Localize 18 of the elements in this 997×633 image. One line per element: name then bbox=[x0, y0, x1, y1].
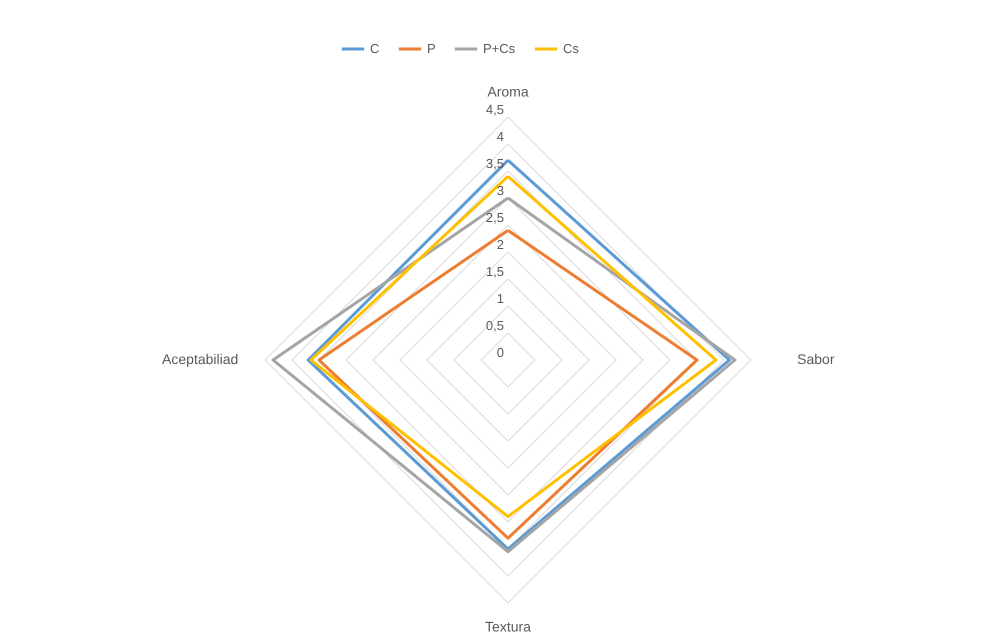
y-tick-label: 2 bbox=[496, 237, 504, 252]
spoke-label: Sabor bbox=[797, 351, 835, 367]
legend-label: Cs bbox=[563, 41, 580, 56]
spoke-label: Aroma bbox=[487, 84, 529, 100]
spoke-label: Aceptabiliad bbox=[162, 351, 238, 367]
y-tick-label: 4 bbox=[496, 129, 504, 144]
y-tick-label: 1,5 bbox=[486, 264, 504, 279]
spoke-label: Textura bbox=[485, 618, 532, 633]
y-tick-label: 3 bbox=[496, 183, 504, 198]
legend-label: C bbox=[370, 41, 380, 56]
y-tick-label: 1 bbox=[496, 291, 504, 306]
y-tick-label: 4,5 bbox=[486, 102, 504, 117]
y-tick-label: 0,5 bbox=[486, 318, 504, 333]
y-tick-label: 2,5 bbox=[486, 210, 504, 225]
legend-label: P bbox=[427, 41, 436, 56]
y-tick-label: 0 bbox=[496, 345, 504, 360]
y-tick-label: 3,5 bbox=[486, 156, 504, 171]
legend-label: P+Cs bbox=[483, 41, 516, 56]
